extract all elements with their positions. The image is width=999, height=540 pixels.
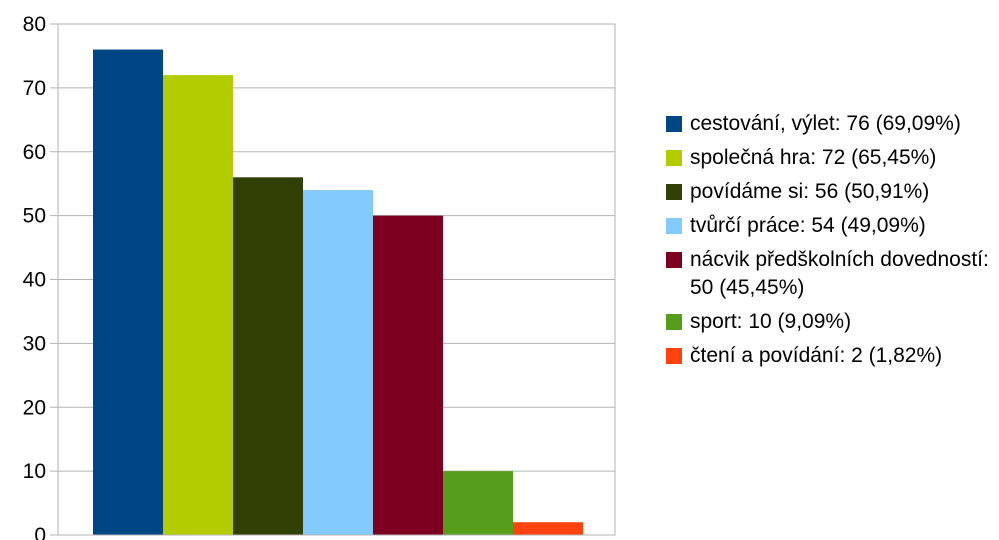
bar bbox=[233, 177, 303, 536]
legend-entry: čtení a povídání: 2 (1,82%) bbox=[666, 342, 999, 370]
legend-label: cestování, výlet: 76 (69,09%) bbox=[690, 112, 961, 135]
y-tick-label: 70 bbox=[23, 77, 46, 100]
bar bbox=[443, 471, 513, 535]
legend-label: povídáme si: 56 (50,91%) bbox=[690, 180, 930, 203]
legend-swatch bbox=[666, 218, 682, 234]
y-tick-label: 30 bbox=[23, 332, 46, 355]
legend-entry: nácvik předškolních dovedností: 50 (45,4… bbox=[666, 246, 999, 302]
legend-entry: sport: 10 (9,09%) bbox=[666, 308, 999, 336]
bars bbox=[93, 49, 583, 536]
legend-entry: cestování, výlet: 76 (69,09%) bbox=[666, 110, 999, 138]
y-tick-label: 50 bbox=[23, 205, 46, 228]
y-tick-label: 40 bbox=[23, 269, 46, 292]
legend-entry: povídáme si: 56 (50,91%) bbox=[666, 178, 999, 206]
y-tick-label: 60 bbox=[23, 141, 46, 164]
legend-swatch bbox=[666, 184, 682, 200]
legend-swatch bbox=[666, 252, 682, 268]
y-tick-label: 20 bbox=[23, 396, 46, 419]
y-axis-ticks: 0 10 20 30 40 50 60 70 80 bbox=[23, 13, 58, 540]
bar-chart: 0 10 20 30 40 50 60 70 80 bbox=[23, 13, 616, 540]
legend-label: sport: 10 (9,09%) bbox=[690, 310, 852, 333]
legend-swatch bbox=[666, 150, 682, 166]
legend-entry: tvůrčí práce: 54 (49,09%) bbox=[666, 212, 999, 240]
legend-label: čtení a povídání: 2 (1,82%) bbox=[690, 344, 943, 367]
legend-label: nácvik předškolních dovedností: 50 (45,4… bbox=[690, 248, 989, 299]
bar bbox=[373, 215, 443, 535]
y-tick-label: 0 bbox=[34, 524, 46, 540]
legend-label: společná hra: 72 (65,45%) bbox=[690, 146, 937, 169]
legend-swatch bbox=[666, 348, 682, 364]
legend-swatch bbox=[666, 116, 682, 132]
bar bbox=[93, 49, 163, 536]
y-tick-label: 10 bbox=[23, 460, 46, 483]
bar bbox=[303, 190, 373, 535]
legend-label: tvůrčí práce: 54 (49,09%) bbox=[690, 214, 926, 237]
legend-swatch bbox=[666, 314, 682, 330]
y-tick-label: 80 bbox=[23, 13, 46, 36]
bar bbox=[163, 75, 233, 535]
legend-entry: společná hra: 72 (65,45%) bbox=[666, 144, 999, 172]
bar bbox=[513, 522, 583, 535]
legend: cestování, výlet: 76 (69,09%) společná hr… bbox=[666, 110, 999, 376]
